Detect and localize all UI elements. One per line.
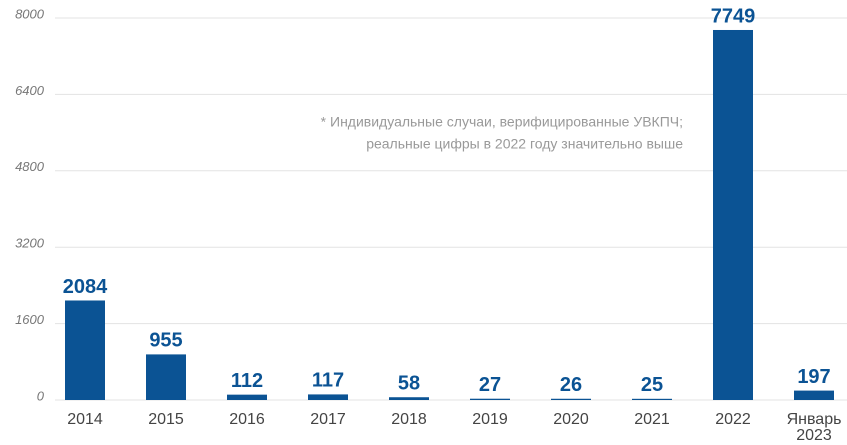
bar xyxy=(794,390,834,400)
value-label: 2084 xyxy=(63,276,108,298)
x-tick-label: 2014 xyxy=(67,411,103,428)
bar xyxy=(65,300,105,400)
bar xyxy=(308,394,348,400)
value-label: 25 xyxy=(641,374,663,396)
y-tick-label: 4800 xyxy=(15,159,45,174)
annotation: * Индивидуальные случаи, верифицированны… xyxy=(321,114,683,130)
y-tick-label: 3200 xyxy=(15,236,45,251)
bar xyxy=(632,398,672,400)
x-tick-label: 2021 xyxy=(634,411,670,428)
value-label: 26 xyxy=(560,374,582,396)
value-label: 58 xyxy=(398,373,420,395)
bar xyxy=(470,398,510,400)
annotation: реальные цифры в 2022 году значительно в… xyxy=(366,136,683,152)
x-tick-label: 2017 xyxy=(310,411,346,428)
x-tick-label: 2019 xyxy=(472,411,508,428)
value-label: 27 xyxy=(479,374,501,396)
x-tick-label: 2020 xyxy=(553,411,589,428)
value-label: 955 xyxy=(149,330,182,352)
y-tick-label: 6400 xyxy=(15,83,45,98)
value-label: 112 xyxy=(231,370,263,392)
x-tick-label: 2022 xyxy=(715,411,751,428)
x-tick-label: 2018 xyxy=(391,411,427,428)
bar xyxy=(713,29,753,400)
x-tick-label: Январь 2023 xyxy=(786,411,842,444)
value-label: 197 xyxy=(797,366,830,388)
y-tick-label: 0 xyxy=(37,388,45,403)
bar xyxy=(146,354,186,400)
value-label: 117 xyxy=(312,370,344,392)
value-label: 7749 xyxy=(711,5,756,27)
x-tick-label: 2016 xyxy=(229,411,265,428)
bar xyxy=(227,394,267,400)
y-tick-label: 1600 xyxy=(15,312,45,327)
y-tick-label: 8000 xyxy=(15,6,45,21)
bar xyxy=(389,397,429,400)
x-tick-label: 2015 xyxy=(148,411,184,428)
bar xyxy=(551,398,591,400)
